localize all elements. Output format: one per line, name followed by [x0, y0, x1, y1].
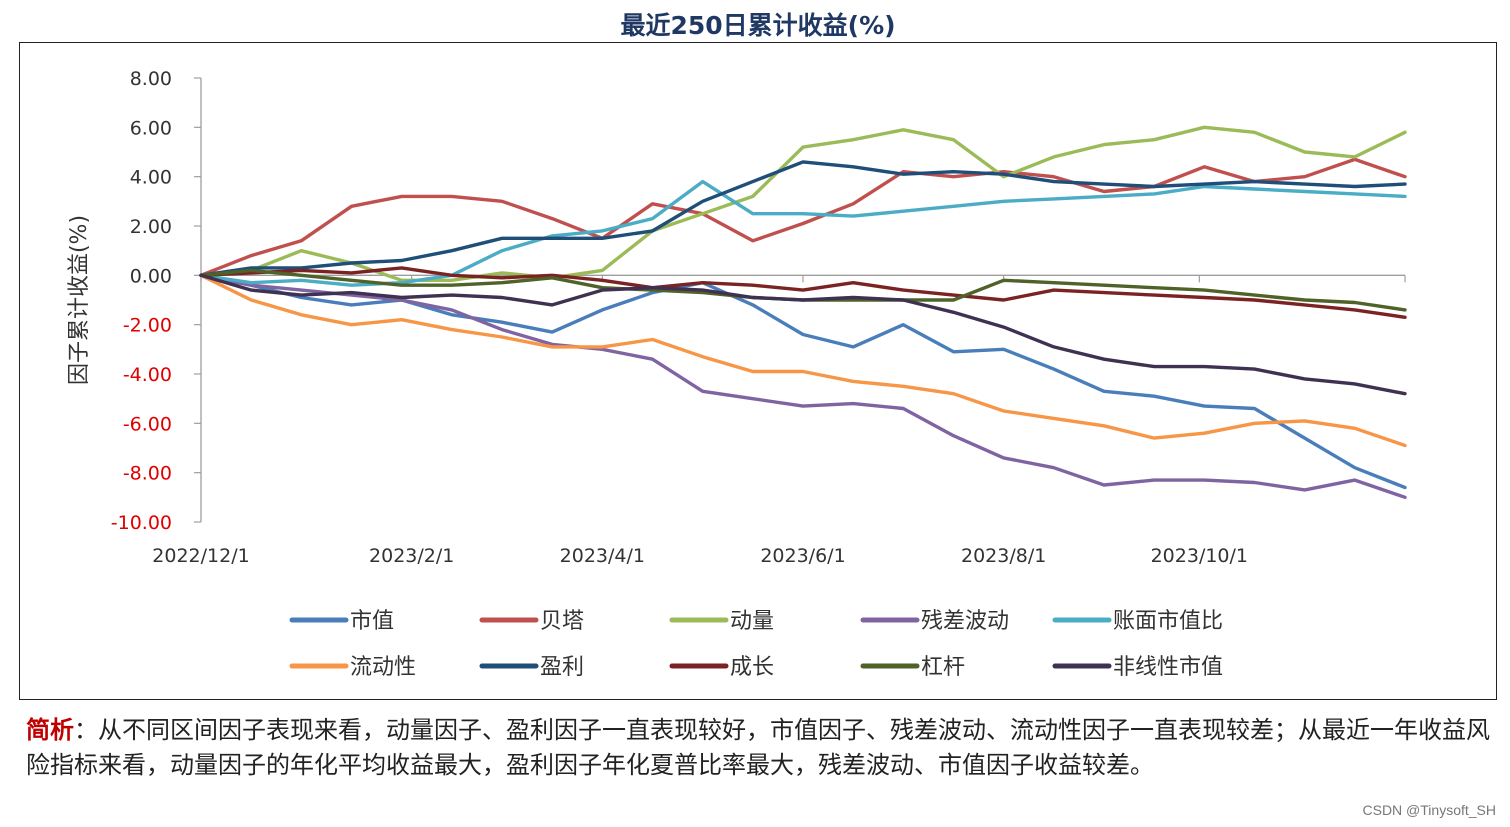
legend-label: 杠杆	[921, 655, 965, 680]
y-tick-label: -8.00	[123, 463, 172, 485]
series-line-账面市值比	[199, 179, 1407, 287]
legend-label: 成长	[730, 655, 774, 680]
legend-label: 流动性	[350, 655, 416, 680]
x-tick-label: 2023/4/1	[560, 545, 645, 567]
series-line-残差波动	[199, 273, 1407, 499]
y-tick-label: -6.00	[123, 413, 172, 435]
series-line-动量	[199, 125, 1407, 283]
series-line-成长	[199, 266, 1407, 319]
series-line-市值	[199, 273, 1407, 490]
y-tick-label: -10.00	[111, 512, 172, 534]
legend-label: 非线性市值	[1113, 655, 1223, 680]
series-line-流动性	[199, 273, 1407, 448]
x-tick-label: 2023/8/1	[961, 545, 1046, 567]
y-axis-title: 因子累计收益(%)	[67, 215, 92, 385]
legend-label: 动量	[730, 609, 774, 634]
chart-title: 最近250日累计收益(%)	[620, 11, 896, 40]
x-tick-label: 2023/10/1	[1151, 545, 1248, 567]
legend-label: 盈利	[540, 655, 584, 680]
x-tick-label: 2023/6/1	[760, 545, 845, 567]
legend-label: 账面市值比	[1113, 609, 1223, 634]
y-tick-label: 6.00	[130, 117, 172, 139]
x-tick-label: 2023/2/1	[369, 545, 454, 567]
analysis-note: 简析：从不同区间因子表现来看，动量因子、盈利因子一直表现较好，市值因子、残差波动…	[26, 713, 1494, 783]
y-tick-label: 4.00	[130, 167, 172, 189]
chart-frame: 8.00 6.00 4.00 2.00 0.00 -2.00 -4.00 -6.00 -8.00…	[19, 42, 1497, 700]
watermark: CSDN @Tinysoft_SH	[1362, 802, 1497, 818]
legend-label: 贝塔	[540, 609, 584, 634]
series-line-非线性市值	[199, 273, 1407, 396]
y-tick-label: -2.00	[123, 315, 172, 337]
note-lead: 简析	[26, 716, 74, 744]
chart-canvas: 8.00 6.00 4.00 2.00 0.00 -2.00 -4.00 -6.00 -8.00…	[67, 68, 1407, 680]
y-tick-label: 0.00	[130, 265, 172, 287]
series-line-盈利	[199, 160, 1407, 278]
y-tick-label: 2.00	[130, 216, 172, 238]
legend-label: 市值	[350, 609, 394, 634]
legend-label: 残差波动	[921, 609, 1009, 634]
y-tick-label: -4.00	[123, 364, 172, 386]
y-tick-label: 8.00	[130, 68, 172, 90]
x-tick-label: 2022/12/1	[152, 545, 249, 567]
series-line-贝塔	[199, 157, 1407, 278]
note-text: ：从不同区间因子表现来看，动量因子、盈利因子一直表现较好，市值因子、残差波动、流…	[26, 716, 1490, 779]
